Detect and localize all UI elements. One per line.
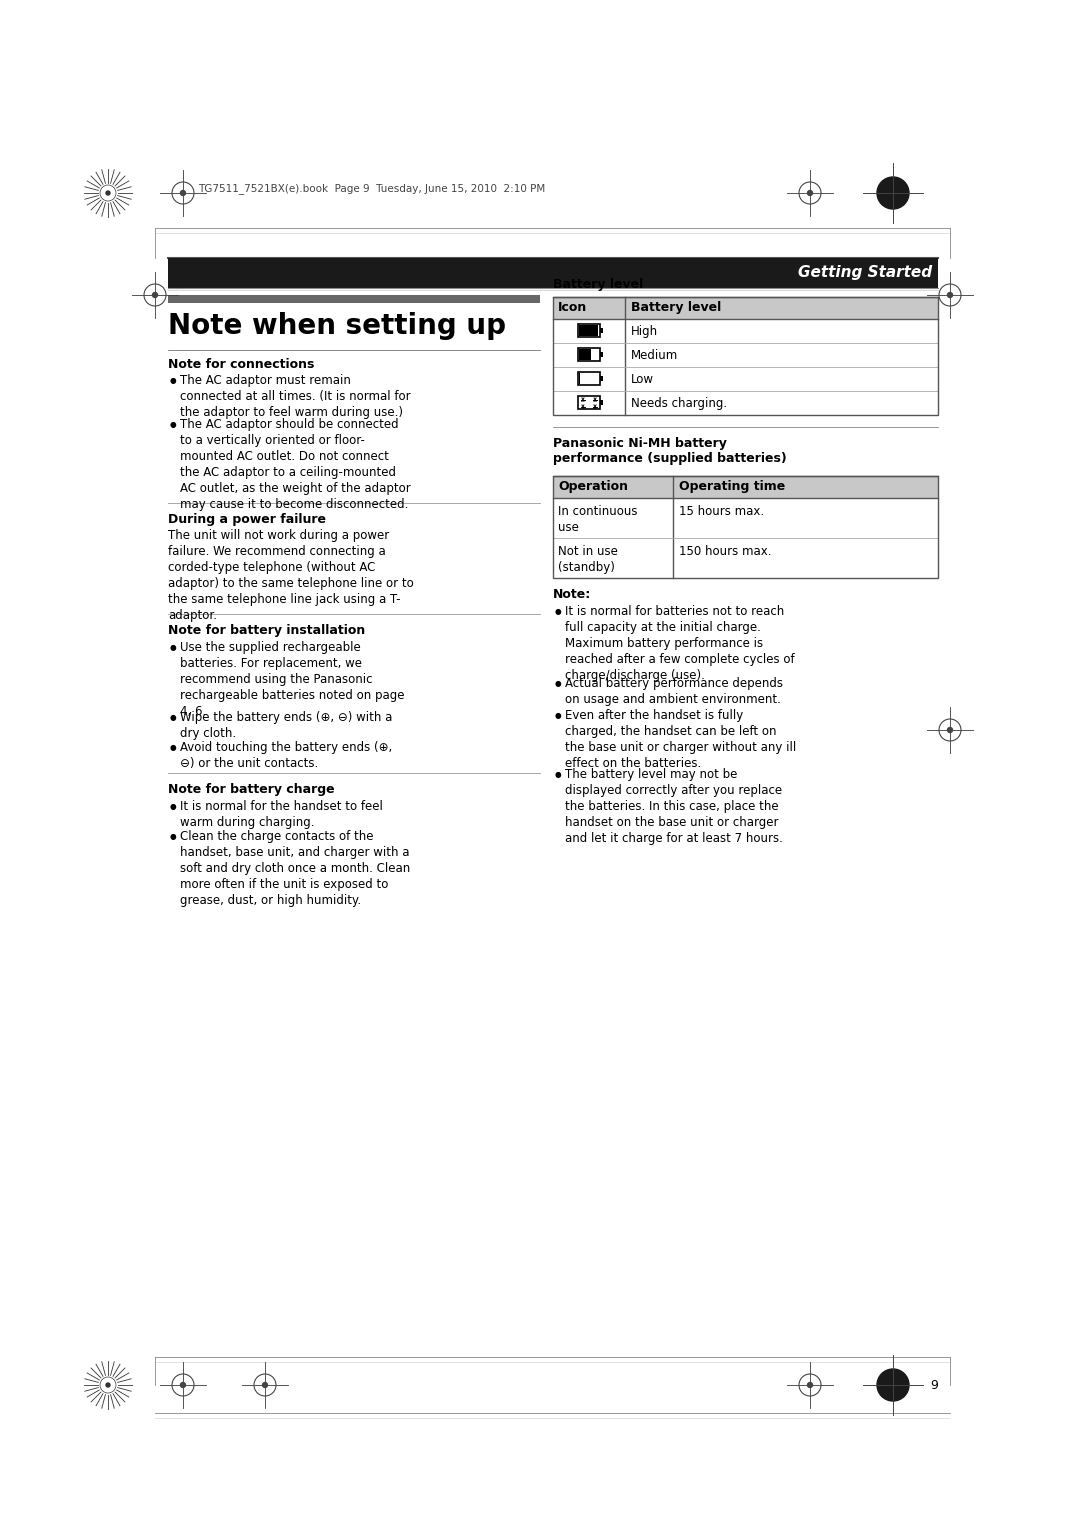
Circle shape [106,1383,110,1387]
Circle shape [947,292,953,298]
Bar [553,298,939,319]
Bar [578,324,600,338]
Circle shape [262,1383,268,1387]
Text: ●: ● [170,833,177,840]
Text: ●: ● [170,802,177,810]
Text: ●: ● [170,712,177,721]
Bar [600,376,603,380]
Text: In continuous
use: In continuous use [558,504,637,533]
Text: Operation: Operation [558,480,627,492]
Text: Even after the handset is fully
charged, the handset can be left on
the base uni: Even after the handset is fully charged,… [565,709,796,770]
Text: 150 hours max.: 150 hours max. [679,544,771,558]
Circle shape [877,177,909,209]
Text: Battery level: Battery level [553,278,644,290]
Bar [553,475,939,498]
Bar [579,325,598,336]
Text: Low: Low [631,373,654,387]
Bar [600,329,603,333]
Circle shape [947,727,953,732]
Bar [600,351,603,358]
Circle shape [106,191,110,196]
Text: TG7511_7521BX(e).book  Page 9  Tuesday, June 15, 2010  2:10 PM: TG7511_7521BX(e).book Page 9 Tuesday, Ju… [198,183,545,194]
Text: It is normal for batteries not to reach
full capacity at the initial charge.
Max: It is normal for batteries not to reach … [565,605,795,681]
Bar [579,350,591,361]
Text: Battery level: Battery level [631,301,721,315]
Text: 15 hours max.: 15 hours max. [679,504,765,518]
Text: ●: ● [555,607,562,616]
Text: The unit will not work during a power
failure. We recommend connecting a
corded-: The unit will not work during a power fa… [168,529,414,622]
Text: Getting Started: Getting Started [798,264,932,280]
Text: Note for battery charge: Note for battery charge [168,784,335,796]
Text: The battery level may not be
displayed correctly after you replace
the batteries: The battery level may not be displayed c… [565,769,783,845]
Text: Needs charging.: Needs charging. [631,397,727,410]
Bar [553,475,939,578]
Text: Actual battery performance depends
on usage and ambient environment.: Actual battery performance depends on us… [565,677,783,706]
Text: ●: ● [555,770,562,779]
Text: Use the supplied rechargeable
batteries. For replacement, we
recommend using the: Use the supplied rechargeable batteries.… [180,640,405,718]
Text: performance (supplied batteries): performance (supplied batteries) [553,452,786,466]
Circle shape [808,1383,812,1387]
Text: ●: ● [170,420,177,429]
Text: ●: ● [170,643,177,651]
Text: Panasonic Ni-MH battery: Panasonic Ni-MH battery [553,437,727,451]
Bar [578,373,600,385]
Text: 9: 9 [930,1378,939,1392]
Circle shape [808,191,812,196]
Circle shape [180,1383,186,1387]
Text: Note when setting up: Note when setting up [168,312,507,341]
Text: Note for connections: Note for connections [168,358,314,371]
Text: ●: ● [170,743,177,752]
Bar [578,348,600,361]
Text: It is normal for the handset to feel
warm during charging.: It is normal for the handset to feel war… [180,799,383,828]
Text: The AC adaptor should be connected
to a vertically oriented or floor-
mounted AC: The AC adaptor should be connected to a … [180,417,410,510]
Bar [168,258,939,287]
Circle shape [152,292,158,298]
Text: ●: ● [555,711,562,720]
Text: Note:: Note: [553,588,591,601]
Text: Medium: Medium [631,350,678,362]
Text: Clean the charge contacts of the
handset, base unit, and charger with a
soft and: Clean the charge contacts of the handset… [180,830,410,908]
Circle shape [180,191,186,196]
Bar [578,396,600,410]
Text: During a power failure: During a power failure [168,513,326,526]
Text: Avoid touching the battery ends (⊕,
⊖) or the unit contacts.: Avoid touching the battery ends (⊕, ⊖) o… [180,741,392,770]
Text: Wipe the battery ends (⊕, ⊖) with a
dry cloth.: Wipe the battery ends (⊕, ⊖) with a dry … [180,711,392,740]
Text: ●: ● [170,376,177,385]
Text: ●: ● [555,678,562,688]
Circle shape [877,1369,909,1401]
Text: Icon: Icon [558,301,588,315]
Bar [600,400,603,405]
Text: Note for battery installation: Note for battery installation [168,625,365,637]
Text: High: High [631,325,658,338]
Text: Not in use
(standby): Not in use (standby) [558,544,618,573]
Text: The AC adaptor must remain
connected at all times. (It is normal for
the adaptor: The AC adaptor must remain connected at … [180,374,410,419]
Bar [168,295,540,303]
Bar [553,298,939,416]
Text: Operating time: Operating time [679,480,785,492]
